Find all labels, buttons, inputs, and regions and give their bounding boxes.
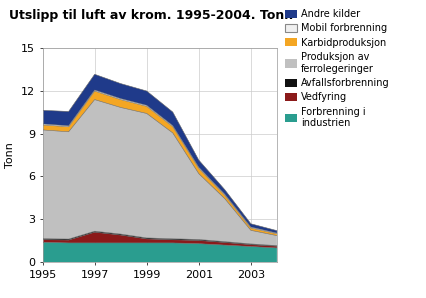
Legend: Andre kilder, Mobil forbrenning, Karbidproduksjon, Produksjon av
ferrolegeringer: Andre kilder, Mobil forbrenning, Karbidp… xyxy=(285,9,390,128)
Y-axis label: Tonn: Tonn xyxy=(5,142,15,168)
Text: Utslipp til luft av krom. 1995-2004. Tonn: Utslipp til luft av krom. 1995-2004. Ton… xyxy=(9,9,293,22)
